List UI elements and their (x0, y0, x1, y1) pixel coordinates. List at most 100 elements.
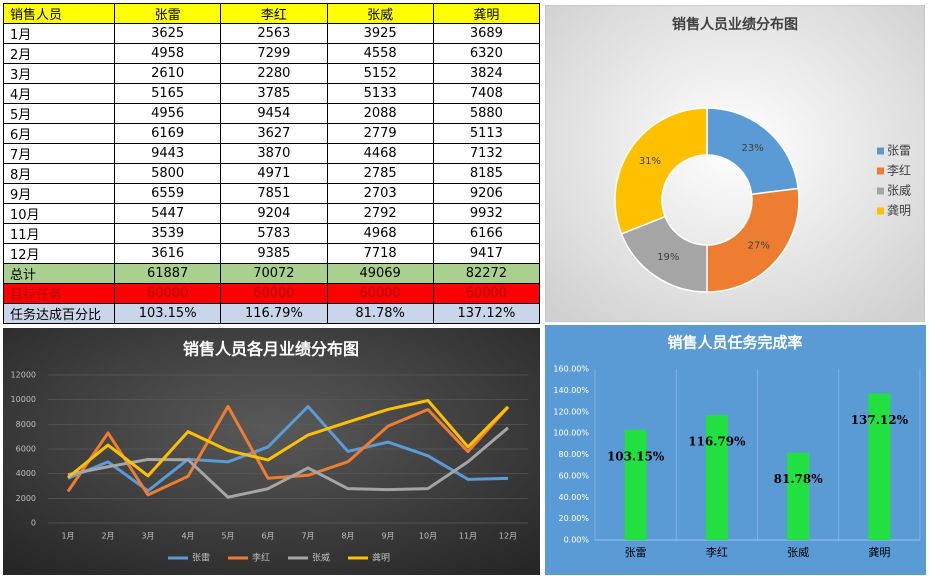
table-cell: 3824 (432, 63, 541, 84)
table-cell: 4月 (3, 83, 115, 104)
y-tick-label: 12000 (11, 371, 36, 380)
bar (624, 429, 647, 540)
x-tick-label: 9月 (381, 532, 394, 541)
table-cell: 4971 (220, 163, 328, 184)
data-label: 137.12% (851, 413, 909, 427)
table-cell: 5133 (326, 83, 434, 104)
x-tick-label: 5月 (221, 532, 234, 541)
y-tick-label: 8000 (16, 420, 36, 429)
y-tick-label: 0.00% (564, 536, 590, 545)
table-cell: 49069 (326, 263, 434, 284)
table-cell: 目标任务 (3, 283, 115, 304)
table-cell: 6月 (3, 123, 115, 144)
data-label: 27% (748, 241, 770, 252)
bar-chart: 销售人员任务完成率 0.00% 20.00% 40.00% 60.00% 80.00% 10… (545, 325, 926, 575)
x-tick-label: 1月 (61, 532, 74, 541)
table-cell: 4958 (113, 43, 222, 64)
table-cell: 6559 (113, 183, 222, 204)
legend-label: 张雷 (192, 553, 210, 564)
y-tick-label: 80.00% (558, 450, 589, 459)
table-cell: 137.12% (432, 303, 541, 324)
bar (868, 393, 891, 540)
table-cell: 4558 (326, 43, 434, 64)
table-cell: 龚明 (432, 3, 541, 24)
table-row: 11月 3539 5783 4968 6166 (3, 223, 541, 244)
data-label: 116.79% (688, 435, 746, 449)
y-tick-label: 2000 (16, 494, 36, 503)
table-cell: 7132 (432, 143, 541, 164)
table-cell: 7月 (3, 143, 115, 164)
table-cell: 9204 (220, 203, 328, 224)
table-row: 2月 4958 7299 4558 6320 (3, 43, 541, 64)
table-row: 9月 6559 7851 2703 9206 (3, 183, 541, 204)
legend-label: 龚明 (887, 203, 911, 218)
table-cell: 70072 (220, 263, 328, 284)
donut-slice (614, 107, 708, 235)
bar (705, 415, 728, 540)
table-cell: 9454 (220, 103, 328, 124)
legend-swatch (877, 207, 884, 215)
table-cell: 116.79% (220, 303, 328, 324)
table-cell: 3925 (326, 23, 434, 44)
table-cell: 张雷 (113, 3, 222, 24)
table-cell: 12月 (3, 243, 115, 264)
donut-slice (706, 107, 800, 196)
legend-swatch (877, 147, 884, 155)
table-cell: 5800 (113, 163, 222, 184)
chart-title: 销售人员业绩分布图 (672, 16, 798, 33)
table-cell: 5月 (3, 103, 115, 124)
table-cell: 李红 (220, 3, 328, 24)
table-cell: 2792 (326, 203, 434, 224)
table-cell: 7851 (220, 183, 328, 204)
chart-background (545, 325, 926, 575)
legend-label: 李红 (252, 552, 270, 564)
x-tick-label: 李红 (706, 545, 728, 559)
legend-swatch (877, 187, 884, 195)
table-row: 任务达成百分比 103.15% 116.79% 81.78% 137.12% (3, 303, 541, 324)
table-cell: 5880 (432, 103, 541, 124)
legend-label: 李红 (887, 163, 911, 178)
table-cell: 3616 (113, 243, 222, 264)
chart-title: 销售人员各月业绩分布图 (183, 340, 359, 359)
table-cell: 9206 (432, 183, 541, 204)
table-cell: 6169 (113, 123, 222, 144)
x-tick-label: 6月 (261, 532, 274, 541)
x-tick-label: 龚明 (868, 545, 890, 559)
table-cell: 2563 (220, 23, 328, 44)
x-tick-label: 2月 (101, 532, 114, 541)
table-cell: 82272 (432, 263, 541, 284)
data-label: 31% (639, 156, 661, 167)
x-tick-label: 11月 (459, 532, 477, 541)
x-tick-label: 10月 (419, 532, 437, 541)
y-tick-label: 160.00% (553, 365, 589, 374)
table-cell: 2779 (326, 123, 434, 144)
bar (787, 452, 810, 540)
data-line (67, 426, 509, 499)
table-cell: 3月 (3, 63, 115, 84)
table-cell: 总计 (3, 263, 115, 284)
x-tick-label: 张雷 (625, 546, 647, 559)
legend-label: 张威 (887, 184, 911, 198)
table-row: 6月 6169 3627 2779 5113 (3, 123, 541, 144)
table-cell: 4956 (113, 103, 222, 124)
table-row: 10月 5447 9204 2792 9932 (3, 203, 541, 224)
legend-swatch (877, 167, 884, 175)
table-cell: 61887 (113, 263, 222, 284)
y-tick-label: 120.00% (553, 407, 589, 416)
table-row: 8月 5800 4971 2785 8185 (3, 163, 541, 184)
data-label: 19% (657, 252, 679, 263)
table-cell: 60000 (326, 283, 434, 304)
legend-label: 龚明 (372, 552, 390, 564)
table-row: 5月 4956 9454 2088 5880 (3, 103, 541, 124)
chart-background (3, 328, 540, 575)
table-cell: 11月 (3, 223, 115, 244)
table-cell: 8185 (432, 163, 541, 184)
data-label: 103.15% (607, 449, 665, 463)
table-cell: 60000 (113, 283, 222, 304)
data-label: 81.78% (774, 472, 824, 486)
line-chart: 销售人员各月业绩分布图 0 2000 4000 6000 8000 10000 12000 1月… (3, 328, 540, 575)
table-row: 1月 3625 2563 3925 3689 (3, 23, 541, 44)
table-cell: 销售人员 (3, 3, 115, 24)
y-tick-label: 0 (31, 519, 36, 528)
x-tick-label: 4月 (181, 532, 194, 541)
